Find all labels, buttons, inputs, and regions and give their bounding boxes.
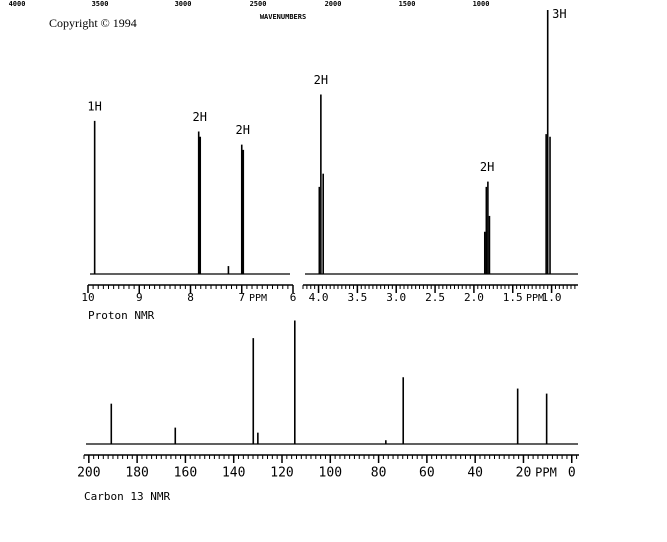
- x-tick-label: 0: [568, 466, 576, 481]
- x-tick-label: 4.0: [309, 291, 329, 304]
- wavenumber-tick: 1000: [473, 0, 490, 8]
- wavenumber-tick: 1500: [399, 0, 416, 8]
- integration-label: 1H: [87, 99, 101, 113]
- wavenumber-tick: 4000: [9, 0, 26, 8]
- x-tick-label: 80: [371, 466, 387, 481]
- unit-label: PPM: [249, 293, 267, 304]
- x-tick-label: 1.5: [503, 291, 523, 304]
- x-tick-label: 6: [290, 291, 297, 304]
- x-tick-label: 60: [419, 466, 435, 481]
- unit-label: PPM: [535, 466, 557, 480]
- x-tick-label: 1.0: [542, 291, 562, 304]
- x-axis-label: Carbon 13 NMR: [84, 490, 170, 503]
- wavenumber-label: WAVENUMBERS: [260, 13, 306, 21]
- x-tick-label: 7: [238, 291, 245, 304]
- copyright: Copyright © 1994: [49, 16, 137, 30]
- x-tick-label: 8: [187, 291, 194, 304]
- x-tick-label: 100: [319, 466, 342, 481]
- x-tick-label: 140: [222, 466, 245, 481]
- x-tick-label: 20: [516, 466, 532, 481]
- wavenumber-tick: 2000: [325, 0, 342, 8]
- integration-label: 2H: [314, 73, 328, 87]
- integration-label: 2H: [480, 160, 494, 174]
- x-tick-label: 160: [174, 466, 197, 481]
- wavenumber-tick: 3500: [92, 0, 109, 8]
- wavenumber-tick: 2500: [250, 0, 267, 8]
- x-tick-label: 120: [270, 466, 293, 481]
- unit-label: PPM: [526, 293, 544, 304]
- x-tick-label: 3.0: [386, 291, 406, 304]
- integration-label: 2H: [192, 110, 206, 124]
- x-tick-label: 2.0: [464, 291, 484, 304]
- x-tick-label: 40: [467, 466, 483, 481]
- x-tick-label: 2.5: [425, 291, 445, 304]
- x-tick-label: 9: [136, 291, 143, 304]
- x-tick-label: 180: [125, 466, 148, 481]
- x-tick-label: 200: [77, 466, 100, 481]
- integration-label: 2H: [236, 123, 250, 137]
- x-tick-label: 10: [81, 291, 94, 304]
- x-tick-label: 3.5: [347, 291, 367, 304]
- x-axis-label: Proton NMR: [88, 309, 155, 322]
- integration-label: 3H: [552, 7, 566, 21]
- wavenumber-tick: 3000: [175, 0, 192, 8]
